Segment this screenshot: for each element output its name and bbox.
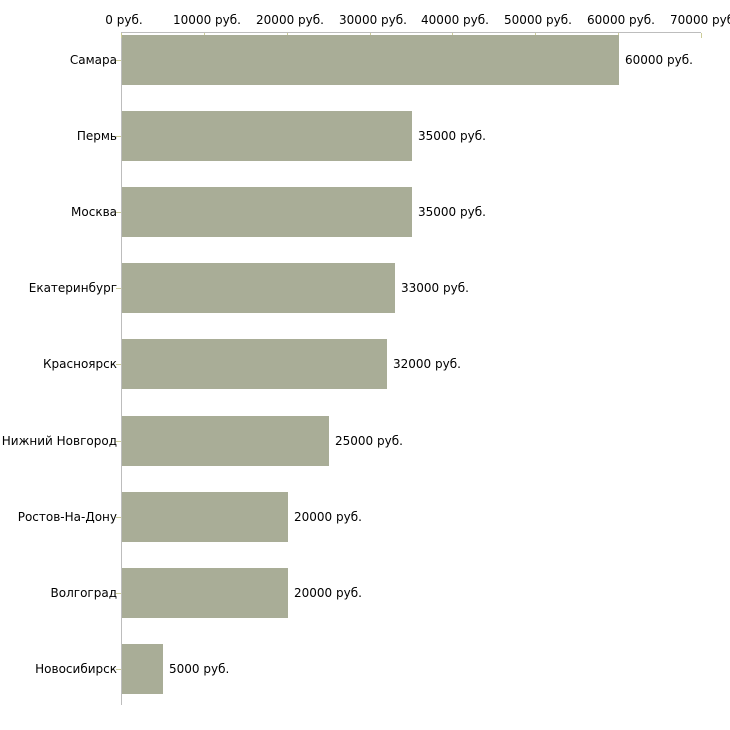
- category-label: Красноярск: [43, 357, 117, 371]
- category-label: Новосибирск: [35, 662, 117, 676]
- x-tick-label: 0 руб.: [105, 13, 143, 27]
- x-tick-label: 50000 руб.: [504, 13, 572, 27]
- category-label: Волгоград: [50, 586, 117, 600]
- category-label: Екатеринбург: [28, 281, 117, 295]
- value-label: 25000 руб.: [335, 434, 403, 448]
- category-label: Ростов-На-Дону: [17, 510, 117, 524]
- x-tick-label: 60000 руб.: [587, 13, 655, 27]
- category-tick: [116, 212, 121, 213]
- x-tick: [701, 33, 702, 38]
- x-tick-label: 10000 руб.: [173, 13, 241, 27]
- value-label: 32000 руб.: [393, 357, 461, 371]
- x-tick-label: 30000 руб.: [339, 13, 407, 27]
- bar: [122, 416, 329, 466]
- y-axis-line: [121, 32, 122, 705]
- category-tick: [116, 669, 121, 670]
- category-tick: [116, 136, 121, 137]
- bar: [122, 492, 288, 542]
- bar: [122, 644, 163, 694]
- bar: [122, 111, 412, 161]
- category-tick: [116, 60, 121, 61]
- bar: [122, 339, 387, 389]
- category-label: Самара: [69, 53, 117, 67]
- category-tick: [116, 593, 121, 594]
- category-tick: [116, 517, 121, 518]
- value-label: 35000 руб.: [418, 129, 486, 143]
- value-label: 60000 руб.: [625, 53, 693, 67]
- category-label: Нижний Новгород: [1, 434, 117, 448]
- x-axis-line: [121, 32, 701, 33]
- bar: [122, 263, 395, 313]
- value-label: 5000 руб.: [169, 662, 230, 676]
- x-tick-label: 40000 руб.: [421, 13, 489, 27]
- category-label: Москва: [71, 205, 117, 219]
- category-tick: [116, 441, 121, 442]
- x-tick: [121, 33, 122, 38]
- value-label: 35000 руб.: [418, 205, 486, 219]
- category-tick: [116, 288, 121, 289]
- value-label: 33000 руб.: [401, 281, 469, 295]
- bar: [122, 187, 412, 237]
- category-tick: [116, 364, 121, 365]
- bar: [122, 35, 619, 85]
- x-tick-label: 70000 руб.: [670, 13, 730, 27]
- value-label: 20000 руб.: [294, 510, 362, 524]
- category-label: Пермь: [76, 129, 117, 143]
- bar: [122, 568, 288, 618]
- x-tick-label: 20000 руб.: [256, 13, 324, 27]
- value-label: 20000 руб.: [294, 586, 362, 600]
